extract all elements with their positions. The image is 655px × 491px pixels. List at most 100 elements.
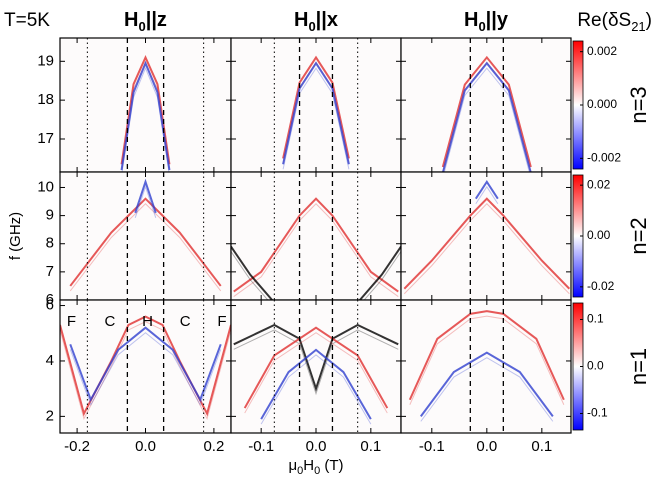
panel-bg [401, 300, 571, 433]
x-label-part: μ [288, 457, 297, 474]
panel [60, 172, 231, 300]
resonance-curve [120, 54, 171, 165]
column-title: H0||z [124, 9, 167, 34]
resonance-curve-halo [420, 357, 554, 422]
resonance-curve [243, 326, 389, 409]
title-part: 0 [478, 19, 485, 34]
resonance-curve [233, 197, 399, 293]
resonance-curve-halo [69, 332, 222, 406]
x-tick-label: 0.2 [203, 438, 224, 455]
y-tick-label: 4 [46, 352, 54, 369]
title-part: ||y [486, 9, 509, 31]
y-tick-label: 17 [37, 130, 54, 147]
region-label: F [67, 313, 76, 330]
y-tick-label: 10 [37, 178, 54, 195]
resonance-curve-halo [475, 185, 499, 204]
row-label: n=1 [626, 348, 651, 385]
row-label: n=3 [626, 86, 651, 123]
resonance-curve-halo [260, 354, 372, 425]
x-axis-label: μ0H0 (T) [288, 457, 343, 477]
title-part: H [464, 9, 478, 31]
resonance-curve [474, 180, 499, 200]
temperature-label: T=5K [4, 10, 50, 31]
x-label-part: 0 [314, 465, 320, 477]
column-title: H0||y [464, 9, 509, 34]
resonance-curve-halo [233, 329, 399, 396]
resonance-curve [282, 61, 350, 165]
panel-bg [60, 300, 231, 433]
title-part: 0 [308, 19, 315, 34]
resonance-curve-halo [443, 67, 530, 172]
region-label: F [217, 313, 226, 330]
resonance-curve [282, 55, 350, 159]
resonance-curve [120, 60, 171, 171]
panel-bg [231, 300, 401, 433]
resonance-curve-halo [134, 185, 157, 218]
resonance-curve-halo [403, 203, 570, 295]
panel-frame [400, 299, 572, 434]
panel-bg [231, 38, 401, 172]
y-tick-label: 7 [46, 263, 54, 280]
panel [60, 300, 231, 433]
x-label-part: (T) [320, 457, 343, 474]
colorbar-tick-label: 0.1 [587, 312, 604, 326]
resonance-curve-halo [409, 315, 565, 405]
x-label-part: H [303, 457, 314, 474]
colorbar-tick-label: 0.00 [587, 228, 611, 242]
resonance-curve [231, 245, 273, 300]
x-tick-label: 0.1 [531, 438, 552, 455]
x-label-part: 0 [297, 465, 303, 477]
title-part: H [294, 9, 308, 31]
y-tick-label: 8 [46, 235, 54, 252]
resonance-curve [260, 348, 372, 420]
panel [401, 172, 571, 300]
colorbar-tick-label: 0.002 [587, 44, 617, 58]
y-tick-label: 6 [46, 291, 54, 308]
resonance-curve [441, 61, 532, 172]
y-axis-label: f (GHz) [7, 212, 24, 260]
resonance-curve [69, 197, 222, 287]
y-tick-label: 2 [46, 407, 54, 424]
y-tick-label: 9 [46, 207, 54, 224]
panel [231, 300, 401, 433]
title-part: 0 [139, 19, 146, 34]
resonance-curve [233, 323, 399, 392]
resonance-curve-halo [121, 66, 170, 172]
resonance-curve [403, 197, 571, 290]
resonance-curve-halo [231, 251, 269, 300]
colorbar-tick-label: 0.000 [587, 97, 617, 111]
y-tick-label: 19 [37, 52, 54, 69]
column-title: H0||x [294, 9, 338, 34]
x-tick-label: 0.0 [306, 438, 327, 455]
resonance-curve [441, 55, 532, 168]
resonance-curve [359, 245, 401, 300]
resonance-curve-halo [69, 203, 222, 292]
resonance-curve-halo [60, 321, 231, 420]
resonance-curve-halo [244, 332, 388, 414]
resonance-curve-halo [363, 251, 401, 300]
panel [231, 38, 401, 172]
title-part: ||z [146, 9, 167, 31]
resonance-curve [420, 351, 554, 417]
colorbar-title: Re(δS21) [577, 10, 652, 34]
title-part: H [124, 9, 138, 31]
panel-bg [401, 172, 571, 300]
x-tick-label: -0.2 [64, 438, 90, 455]
resonance-curve [408, 310, 565, 401]
row-label: n=2 [626, 217, 651, 254]
panel [401, 38, 571, 172]
panel [231, 172, 401, 300]
resonance-curve [69, 326, 222, 403]
y-tick-label: 6 [46, 297, 54, 314]
colorbar-title-part: Re(δS [577, 10, 631, 31]
resonance-curve-halo [233, 203, 399, 297]
x-tick-label: 0.0 [476, 438, 497, 455]
region-label: C [104, 313, 115, 330]
x-tick-label: 0.0 [135, 438, 156, 455]
panel-bg [60, 172, 231, 300]
region-label: H [142, 313, 153, 330]
panel-bg [60, 38, 231, 172]
region-label: C [180, 313, 191, 330]
title-part: ||x [316, 9, 338, 31]
